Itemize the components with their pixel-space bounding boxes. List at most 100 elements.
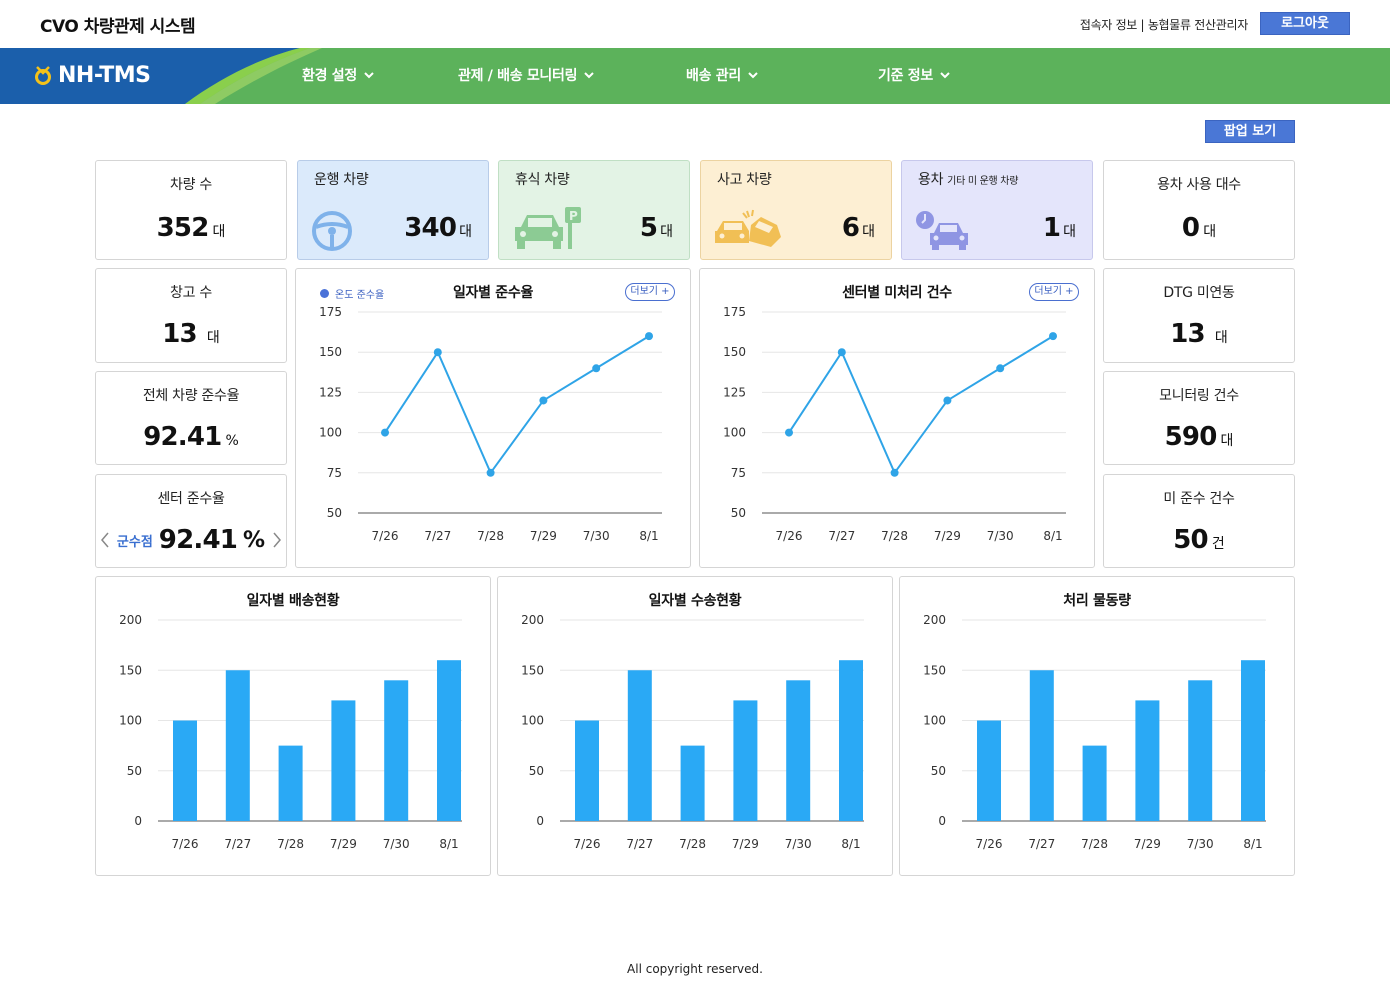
chevron-right-icon[interactable] [271, 531, 283, 549]
data-point [837, 348, 846, 357]
stat-unit: 대 [1220, 433, 1234, 449]
stat-number: 92.41 [158, 525, 238, 555]
nav-item-settings[interactable]: 환경 설정 [302, 65, 375, 85]
popup-view-button[interactable]: 팝업 보기 [1205, 120, 1295, 143]
daily-delivery-chart-card: 일자별 배송현황 0 50 100 150 200 7/26 7/27 7/28 7/29 7/3… [95, 576, 491, 876]
stat-unit: 대 [459, 224, 472, 240]
y-tick-label: 200 [521, 613, 544, 627]
x-tick-label: 7/26 [574, 837, 601, 851]
stat-number: 590 [1164, 422, 1218, 452]
x-tick-label: 7/27 [424, 529, 451, 543]
x-tick-label: 7/28 [477, 529, 504, 543]
chart-title: 처리 물동량 [1063, 593, 1131, 609]
x-tick-label: 7/28 [881, 529, 908, 543]
x-tick-label: 7/30 [383, 837, 410, 851]
bar [331, 700, 356, 821]
data-point [592, 364, 601, 373]
stat-value: 340 대 [404, 213, 472, 243]
car-clock-icon [916, 211, 968, 250]
non-compliance-card: 미 준수 건수 50 건 [1103, 474, 1295, 568]
stat-number: 340 [404, 213, 457, 243]
stat-value: 13 대 [1104, 319, 1294, 349]
y-tick-label: 100 [521, 714, 544, 728]
x-tick-label: 7/29 [1134, 837, 1161, 851]
series-line [788, 335, 1054, 475]
x-tick-label: 7/29 [934, 529, 961, 543]
center-compliance-row: 군수점 92.41 % [96, 525, 286, 555]
y-tick-label: 100 [319, 426, 342, 440]
bar [384, 680, 409, 821]
data-point [433, 348, 442, 357]
stat-title: 모니터링 건수 [1159, 388, 1239, 404]
dtg-unlinked-card: DTG 미연동 13 대 [1103, 268, 1295, 363]
total-compliance-card: 전체 차량 준수율 92.41% [95, 371, 287, 465]
stat-unit: 대 [1214, 330, 1228, 346]
y-tick-label: 50 [127, 764, 142, 778]
more-button[interactable]: 더보기 + [625, 283, 675, 301]
stat-unit: 대 [212, 224, 226, 240]
bar [1135, 700, 1160, 821]
stat-number: 352 [156, 213, 210, 243]
stat-unit: 대 [1203, 224, 1217, 240]
user-info: 접속자 정보 | 농협물류 전산관리자 [1079, 18, 1248, 32]
x-tick-label: 7/28 [679, 837, 706, 851]
x-tick-label: 8/1 [1243, 837, 1262, 851]
data-point [645, 332, 653, 341]
x-tick-label: 7/30 [987, 529, 1014, 543]
stat-title-main: 용차 [918, 172, 944, 188]
bar [225, 670, 250, 821]
processed-volume-chart-card: 처리 물동량 0 50 100 150 200 7/26 7/27 7/28 7/29 7/30 8… [899, 576, 1295, 876]
stat-title: 사고 차량 [717, 172, 772, 188]
bar [1241, 660, 1265, 821]
data-point [785, 428, 793, 437]
series-line [384, 335, 650, 475]
chart-title: 센터별 미처리 건수 [842, 285, 952, 301]
nav-item-reference[interactable]: 기준 정보 [878, 65, 951, 85]
chevron-down-icon [940, 72, 950, 79]
bar [575, 720, 599, 821]
y-tick-label: 0 [938, 814, 946, 828]
y-tick-label: 200 [923, 613, 946, 627]
x-tick-label: 7/29 [330, 837, 357, 851]
nav-item-delivery[interactable]: 배송 관리 [686, 65, 759, 85]
y-tick-label: 150 [119, 663, 142, 677]
stat-value: 590 대 [1104, 422, 1294, 452]
bar [733, 700, 758, 821]
nh-tms-logo[interactable]: NH-TMS [34, 63, 151, 88]
nav-item-monitoring[interactable]: 관제 / 배송 모니터링 [458, 65, 595, 85]
y-tick-label: 175 [723, 305, 746, 319]
y-tick-label: 125 [723, 385, 746, 399]
chevron-left-icon[interactable] [99, 531, 111, 549]
running-vehicles-card[interactable]: 운행 차량 340 대 [297, 160, 489, 260]
stat-number: 92.41 [143, 422, 222, 452]
chevron-down-icon [584, 72, 594, 79]
x-tick-label: 7/30 [583, 529, 610, 543]
stat-title: 창고 수 [170, 285, 212, 301]
logout-button[interactable]: 로그아웃 [1260, 12, 1350, 35]
bar [977, 720, 1001, 821]
x-tick-label: 7/27 [828, 529, 855, 543]
y-tick-label: 50 [327, 506, 342, 520]
stat-subtitle: 기타 미 운행 차량 [947, 176, 1019, 187]
footer-copyright: All copyright reserved. [627, 962, 763, 976]
stat-number: 1 [1042, 213, 1061, 243]
more-button[interactable]: 더보기 + [1029, 283, 1079, 301]
stat-title: 운행 차량 [314, 172, 369, 188]
stat-number: 13 [162, 319, 197, 349]
bar [786, 680, 811, 821]
nav-item-label: 기준 정보 [878, 68, 933, 84]
bar-chart: 0 50 100 150 200 7/26 7/27 7/28 7/29 7/30 8/1 [521, 613, 864, 851]
stat-unit: % [225, 433, 239, 449]
bar [839, 660, 863, 821]
stat-unit: 건 [1211, 536, 1225, 552]
chevron-down-icon [748, 72, 758, 79]
steering-wheel-icon [312, 211, 352, 251]
vehicle-count-card: 차량 수 352 대 [95, 160, 287, 260]
daily-compliance-chart-card: 온도 준수율 일자별 준수율 더보기 + 50 75 100 125 150 175 7/2… [295, 268, 691, 568]
car-crash-icon [715, 209, 781, 247]
data-point [539, 396, 548, 405]
